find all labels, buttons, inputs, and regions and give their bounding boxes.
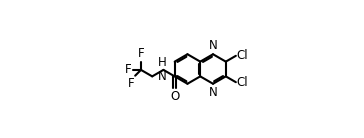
Text: Cl: Cl	[236, 49, 248, 62]
Text: O: O	[170, 90, 179, 103]
Text: F: F	[138, 47, 144, 60]
Text: H: H	[158, 56, 167, 69]
Text: F: F	[125, 63, 131, 76]
Text: F: F	[128, 77, 134, 90]
Text: N: N	[209, 86, 217, 99]
Text: N: N	[209, 39, 217, 52]
Text: N: N	[158, 70, 167, 83]
Text: Cl: Cl	[236, 76, 248, 89]
